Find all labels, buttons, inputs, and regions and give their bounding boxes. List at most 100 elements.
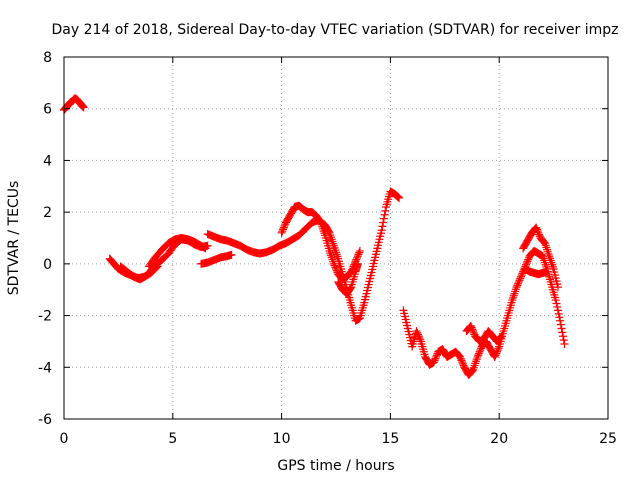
data-point bbox=[329, 259, 338, 268]
data-point bbox=[513, 281, 522, 290]
data-point bbox=[495, 333, 504, 342]
data-point bbox=[533, 227, 542, 236]
data-point bbox=[380, 210, 389, 219]
data-point bbox=[457, 356, 466, 365]
data-point bbox=[510, 289, 519, 298]
data-point bbox=[326, 233, 335, 242]
data-point bbox=[557, 324, 566, 333]
data-point bbox=[456, 352, 465, 361]
data-point bbox=[467, 323, 476, 332]
data-point bbox=[469, 327, 478, 336]
data-point bbox=[471, 359, 480, 368]
data-point bbox=[554, 309, 563, 318]
data-point bbox=[278, 227, 287, 236]
chart-title: Day 214 of 2018, Sidereal Day-to-day VTE… bbox=[52, 22, 619, 38]
data-point bbox=[543, 267, 552, 276]
data-point bbox=[532, 225, 541, 234]
data-point bbox=[415, 333, 424, 342]
data-point bbox=[332, 266, 341, 275]
data-point bbox=[514, 277, 523, 286]
data-point bbox=[394, 193, 403, 202]
data-point bbox=[280, 221, 289, 230]
data-point bbox=[511, 287, 520, 296]
data-point bbox=[476, 346, 485, 355]
x-tick-label: 15 bbox=[381, 431, 399, 447]
data-point bbox=[378, 222, 387, 231]
data-point bbox=[469, 328, 478, 337]
data-point bbox=[393, 192, 402, 201]
data-point bbox=[474, 349, 483, 358]
data-point bbox=[458, 359, 467, 368]
data-point bbox=[413, 328, 422, 337]
data-point bbox=[354, 250, 363, 259]
y-axis-label: SDTVAR / TECUs bbox=[6, 181, 22, 296]
data-point bbox=[544, 249, 553, 258]
data-point bbox=[545, 252, 554, 261]
data-point bbox=[412, 327, 421, 336]
data-point bbox=[381, 206, 390, 215]
data-point bbox=[201, 244, 210, 253]
data-point bbox=[535, 230, 544, 239]
data-point bbox=[431, 354, 440, 363]
data-point bbox=[556, 320, 565, 329]
data-point bbox=[543, 247, 552, 256]
data-point bbox=[494, 344, 503, 353]
data-point bbox=[493, 346, 502, 355]
data-point bbox=[379, 214, 388, 223]
data-point bbox=[493, 347, 502, 356]
data-point bbox=[509, 291, 518, 300]
x-tick-label: 25 bbox=[599, 431, 617, 447]
data-point bbox=[475, 347, 484, 356]
data-point bbox=[518, 269, 527, 278]
data-point bbox=[516, 274, 525, 283]
data-points bbox=[60, 94, 569, 380]
y-tick-label: -6 bbox=[38, 412, 52, 428]
data-point bbox=[515, 276, 524, 285]
data-point bbox=[416, 335, 425, 344]
data-point bbox=[279, 225, 288, 234]
data-point bbox=[352, 255, 361, 264]
y-tick-label: 8 bbox=[43, 50, 52, 66]
data-point bbox=[553, 302, 562, 311]
data-point bbox=[524, 255, 533, 264]
data-point bbox=[559, 332, 568, 341]
y-tick-label: 0 bbox=[43, 257, 52, 273]
data-point bbox=[430, 356, 439, 365]
plot-frame bbox=[63, 56, 609, 420]
data-point bbox=[279, 223, 288, 232]
data-point bbox=[432, 352, 441, 361]
data-point bbox=[547, 258, 556, 267]
data-point bbox=[556, 316, 565, 325]
axes: 0 5 10 15 20 25 -6 -4 -2 0 2 4 6 8 bbox=[38, 50, 617, 447]
data-point bbox=[395, 193, 404, 202]
data-point bbox=[517, 271, 526, 280]
data-point bbox=[532, 223, 541, 232]
x-tick-label: 5 bbox=[168, 431, 177, 447]
data-point bbox=[512, 283, 521, 292]
data-point bbox=[458, 358, 467, 367]
data-point bbox=[508, 293, 517, 302]
data-point bbox=[546, 256, 555, 265]
data-point bbox=[551, 296, 560, 305]
data-point bbox=[328, 237, 337, 246]
x-axis-label: GPS time / hours bbox=[277, 458, 394, 474]
data-point bbox=[79, 103, 88, 112]
data-point bbox=[227, 250, 236, 259]
data-point bbox=[548, 262, 557, 271]
data-point bbox=[490, 352, 499, 361]
y-tick-label: 4 bbox=[43, 153, 52, 169]
data-point bbox=[472, 355, 481, 364]
y-tick-label: -4 bbox=[38, 360, 52, 376]
data-point bbox=[559, 336, 568, 345]
data-point bbox=[514, 279, 523, 288]
data-point bbox=[413, 330, 422, 339]
data-point bbox=[534, 228, 543, 237]
data-point bbox=[468, 325, 477, 334]
data-point bbox=[511, 285, 520, 294]
data-point bbox=[332, 265, 340, 274]
data-point bbox=[277, 228, 286, 237]
data-point bbox=[466, 321, 475, 330]
data-point bbox=[552, 299, 561, 308]
data-point bbox=[471, 357, 480, 366]
